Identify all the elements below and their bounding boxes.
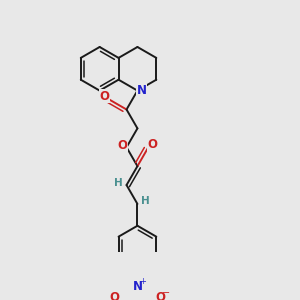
Text: N: N xyxy=(136,84,147,97)
Text: O: O xyxy=(155,291,166,300)
Text: +: + xyxy=(139,277,146,286)
Text: O: O xyxy=(99,90,109,103)
Text: O: O xyxy=(148,138,158,151)
Text: O: O xyxy=(110,291,119,300)
Text: H: H xyxy=(114,178,122,188)
Text: −: − xyxy=(162,288,170,298)
Text: O: O xyxy=(117,139,127,152)
Text: H: H xyxy=(142,196,150,206)
Text: N: N xyxy=(132,280,142,293)
